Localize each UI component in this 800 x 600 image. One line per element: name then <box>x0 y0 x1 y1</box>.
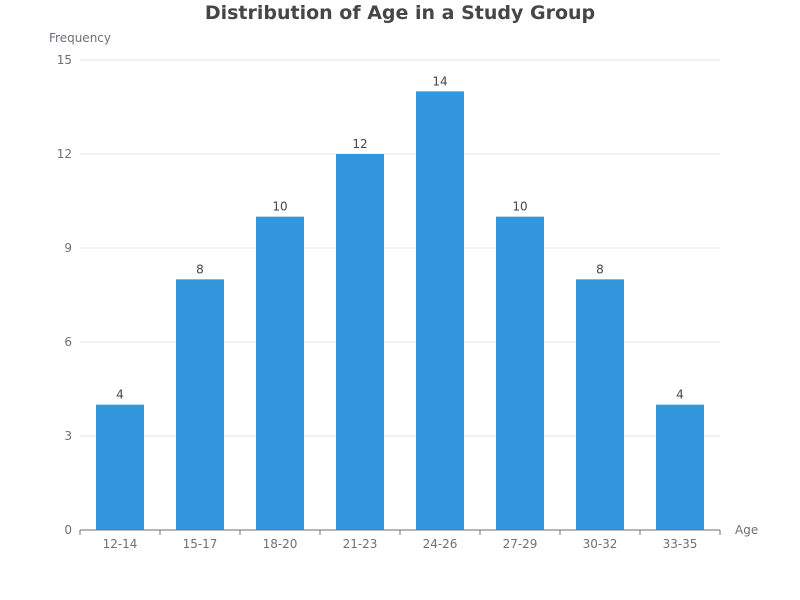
x-tick-label: 27-29 <box>503 537 538 551</box>
data-label: 12 <box>352 137 367 151</box>
y-tick-label: 0 <box>64 523 72 537</box>
bar <box>496 216 544 530</box>
data-labels: 4 8 10 12 14 10 8 4 <box>116 74 684 401</box>
y-tick-label: 9 <box>64 241 72 255</box>
data-label: 8 <box>596 262 604 276</box>
y-tick-label: 3 <box>64 429 72 443</box>
x-tick-label: 21-23 <box>343 537 378 551</box>
x-tick-label: 24-26 <box>423 537 458 551</box>
axes: Frequency Age 0 3 6 9 12 15 12-14 15-17 18-20 21-… <box>49 31 758 551</box>
data-label: 10 <box>272 200 287 214</box>
data-label: 4 <box>676 388 684 402</box>
x-tick-label: 33-35 <box>663 537 698 551</box>
bars <box>96 91 704 530</box>
y-tick-label: 12 <box>57 147 72 161</box>
bar <box>176 279 224 530</box>
data-label: 14 <box>432 74 447 88</box>
data-label: 10 <box>512 200 527 214</box>
y-axis-label: Frequency <box>49 31 111 45</box>
data-label: 4 <box>116 388 124 402</box>
bar <box>416 91 464 530</box>
bar <box>96 404 144 530</box>
x-tick-label: 12-14 <box>103 537 138 551</box>
bar <box>336 154 384 530</box>
chart-title: Distribution of Age in a Study Group <box>204 2 596 24</box>
bar <box>576 279 624 530</box>
y-tick-label: 6 <box>64 335 72 349</box>
x-tick-label: 15-17 <box>183 537 218 551</box>
bar <box>256 216 304 530</box>
x-tick-label: 18-20 <box>263 537 298 551</box>
bar <box>656 404 704 530</box>
y-tick-label: 15 <box>57 53 72 67</box>
x-axis-label: Age <box>735 523 758 537</box>
x-tick-label: 30-32 <box>583 537 618 551</box>
data-label: 8 <box>196 262 204 276</box>
